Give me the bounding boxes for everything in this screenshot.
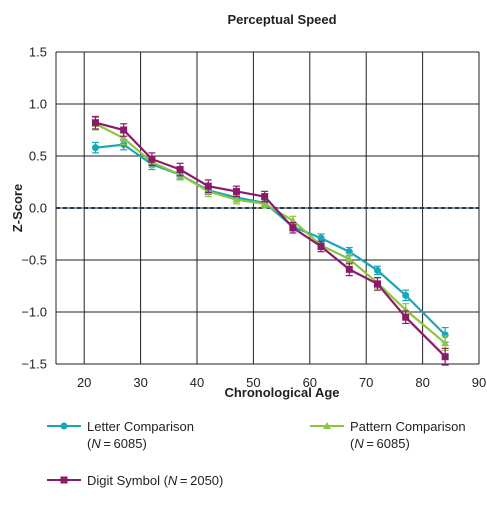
data-point (176, 166, 184, 174)
data-point (232, 187, 240, 195)
chart-title: Perceptual Speed (227, 12, 336, 27)
data-point (402, 313, 410, 321)
legend-swatch-letter (47, 422, 81, 430)
data-point (148, 155, 156, 163)
legend-label: Letter Comparison (87, 419, 194, 434)
y-tick-label: −0.5 (21, 253, 47, 268)
x-tick-label: 20 (77, 375, 91, 390)
legend-swatch-pattern (310, 422, 344, 429)
data-point (232, 195, 241, 203)
data-point (373, 266, 381, 274)
data-point (402, 291, 410, 299)
y-axis-label: Z-Score (10, 184, 25, 232)
legend-n: (N = 6085) (350, 436, 410, 451)
data-point (373, 280, 381, 288)
legend-label: Digit Symbol (N = 2050) (87, 473, 224, 488)
data-point (260, 199, 269, 207)
data-point (204, 182, 212, 190)
data-point (441, 339, 450, 347)
data-point (119, 134, 128, 142)
legend-n: (N = 6085) (87, 436, 147, 451)
x-tick-label: 50 (246, 375, 260, 390)
y-tick-label: 1.5 (29, 45, 47, 60)
x-tick-label: 40 (190, 375, 204, 390)
data-point (261, 193, 269, 201)
y-tick-label: 0.0 (29, 201, 47, 216)
data-point (91, 144, 99, 152)
legend-swatch-digit (47, 476, 81, 484)
data-point (441, 353, 449, 361)
x-tick-label: 90 (472, 375, 486, 390)
data-point (289, 224, 297, 232)
x-tick-labels: 20 30 40 50 60 70 80 90 (77, 375, 486, 390)
x-axis-label: Chronological Age (224, 385, 339, 400)
legend-label: Pattern Comparison (350, 419, 466, 434)
y-tick-label: 0.5 (29, 149, 47, 164)
data-point (288, 216, 297, 224)
y-tick-labels: −1.5 −1.0 −0.5 0.0 0.5 1.0 1.5 (21, 45, 47, 372)
data-point (345, 265, 353, 273)
data-point (345, 254, 354, 262)
x-tick-label: 70 (359, 375, 373, 390)
y-tick-label: −1.0 (21, 305, 47, 320)
series-digit-symbol (91, 115, 449, 366)
data-point (441, 331, 449, 339)
series-line (95, 143, 446, 336)
y-tick-label: 1.0 (29, 97, 47, 112)
y-tick-label: −1.5 (21, 357, 47, 372)
data-point (120, 126, 128, 134)
data-point (317, 234, 325, 242)
x-tick-label: 80 (415, 375, 429, 390)
chart: Perceptual Speed −1.5 −1.0 −0.5 0.0 0.5 1.0 1.… (10, 12, 486, 400)
data-point (317, 242, 325, 250)
series-layer (91, 115, 450, 366)
x-tick-label: 60 (303, 375, 317, 390)
series-line (94, 122, 446, 345)
data-point (91, 119, 99, 127)
x-tick-label: 30 (133, 375, 147, 390)
